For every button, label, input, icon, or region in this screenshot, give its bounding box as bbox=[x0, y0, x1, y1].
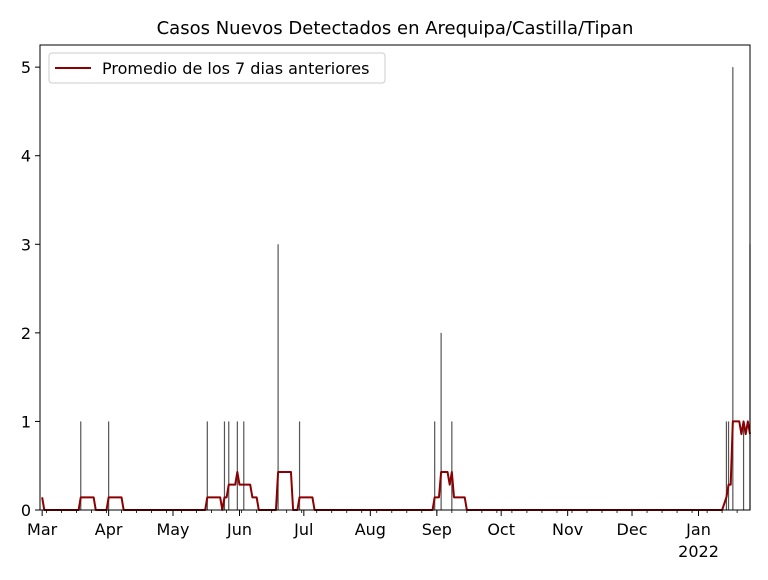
y-tick-label: 3 bbox=[21, 235, 31, 254]
y-tick-label: 1 bbox=[21, 412, 31, 431]
x-tick-label: Mar bbox=[27, 520, 58, 539]
x-tick-label: Sep bbox=[422, 520, 452, 539]
plot-frame bbox=[39, 44, 751, 511]
legend-label: Promedio de los 7 dias anteriores bbox=[102, 59, 369, 78]
x-tick-label: Jul bbox=[293, 520, 313, 539]
x-tick-label: Dec bbox=[617, 520, 648, 539]
x-tick-label: May bbox=[156, 520, 189, 539]
x-tick-label: Jan bbox=[685, 520, 711, 539]
x-tick-sublabel: 2022 bbox=[678, 542, 719, 561]
line-layer bbox=[41, 420, 751, 511]
series-line bbox=[41, 420, 751, 511]
chart-title: Casos Nuevos Detectados en Arequipa/Cast… bbox=[157, 18, 634, 39]
x-tick-label: Nov bbox=[552, 520, 583, 539]
y-tick-label: 4 bbox=[21, 147, 31, 166]
y-tick-label: 2 bbox=[21, 324, 31, 343]
y-tick-label: 0 bbox=[21, 501, 31, 520]
x-tick-label: Aug bbox=[355, 520, 386, 539]
axes-layer: 0 1 2 3 4 5 Mar Apr May Jun Jul Aug Sep Oct Nov Dec Jan 2… bbox=[21, 44, 751, 561]
x-tick-label: Apr bbox=[95, 520, 123, 539]
bars-layer bbox=[80, 67, 751, 510]
y-tick-label: 5 bbox=[21, 58, 31, 77]
legend: Promedio de los 7 dias anteriores bbox=[48, 52, 386, 84]
x-tick-label: Jun bbox=[226, 520, 252, 539]
x-tick-label: Oct bbox=[487, 520, 515, 539]
legend-box bbox=[48, 52, 386, 84]
